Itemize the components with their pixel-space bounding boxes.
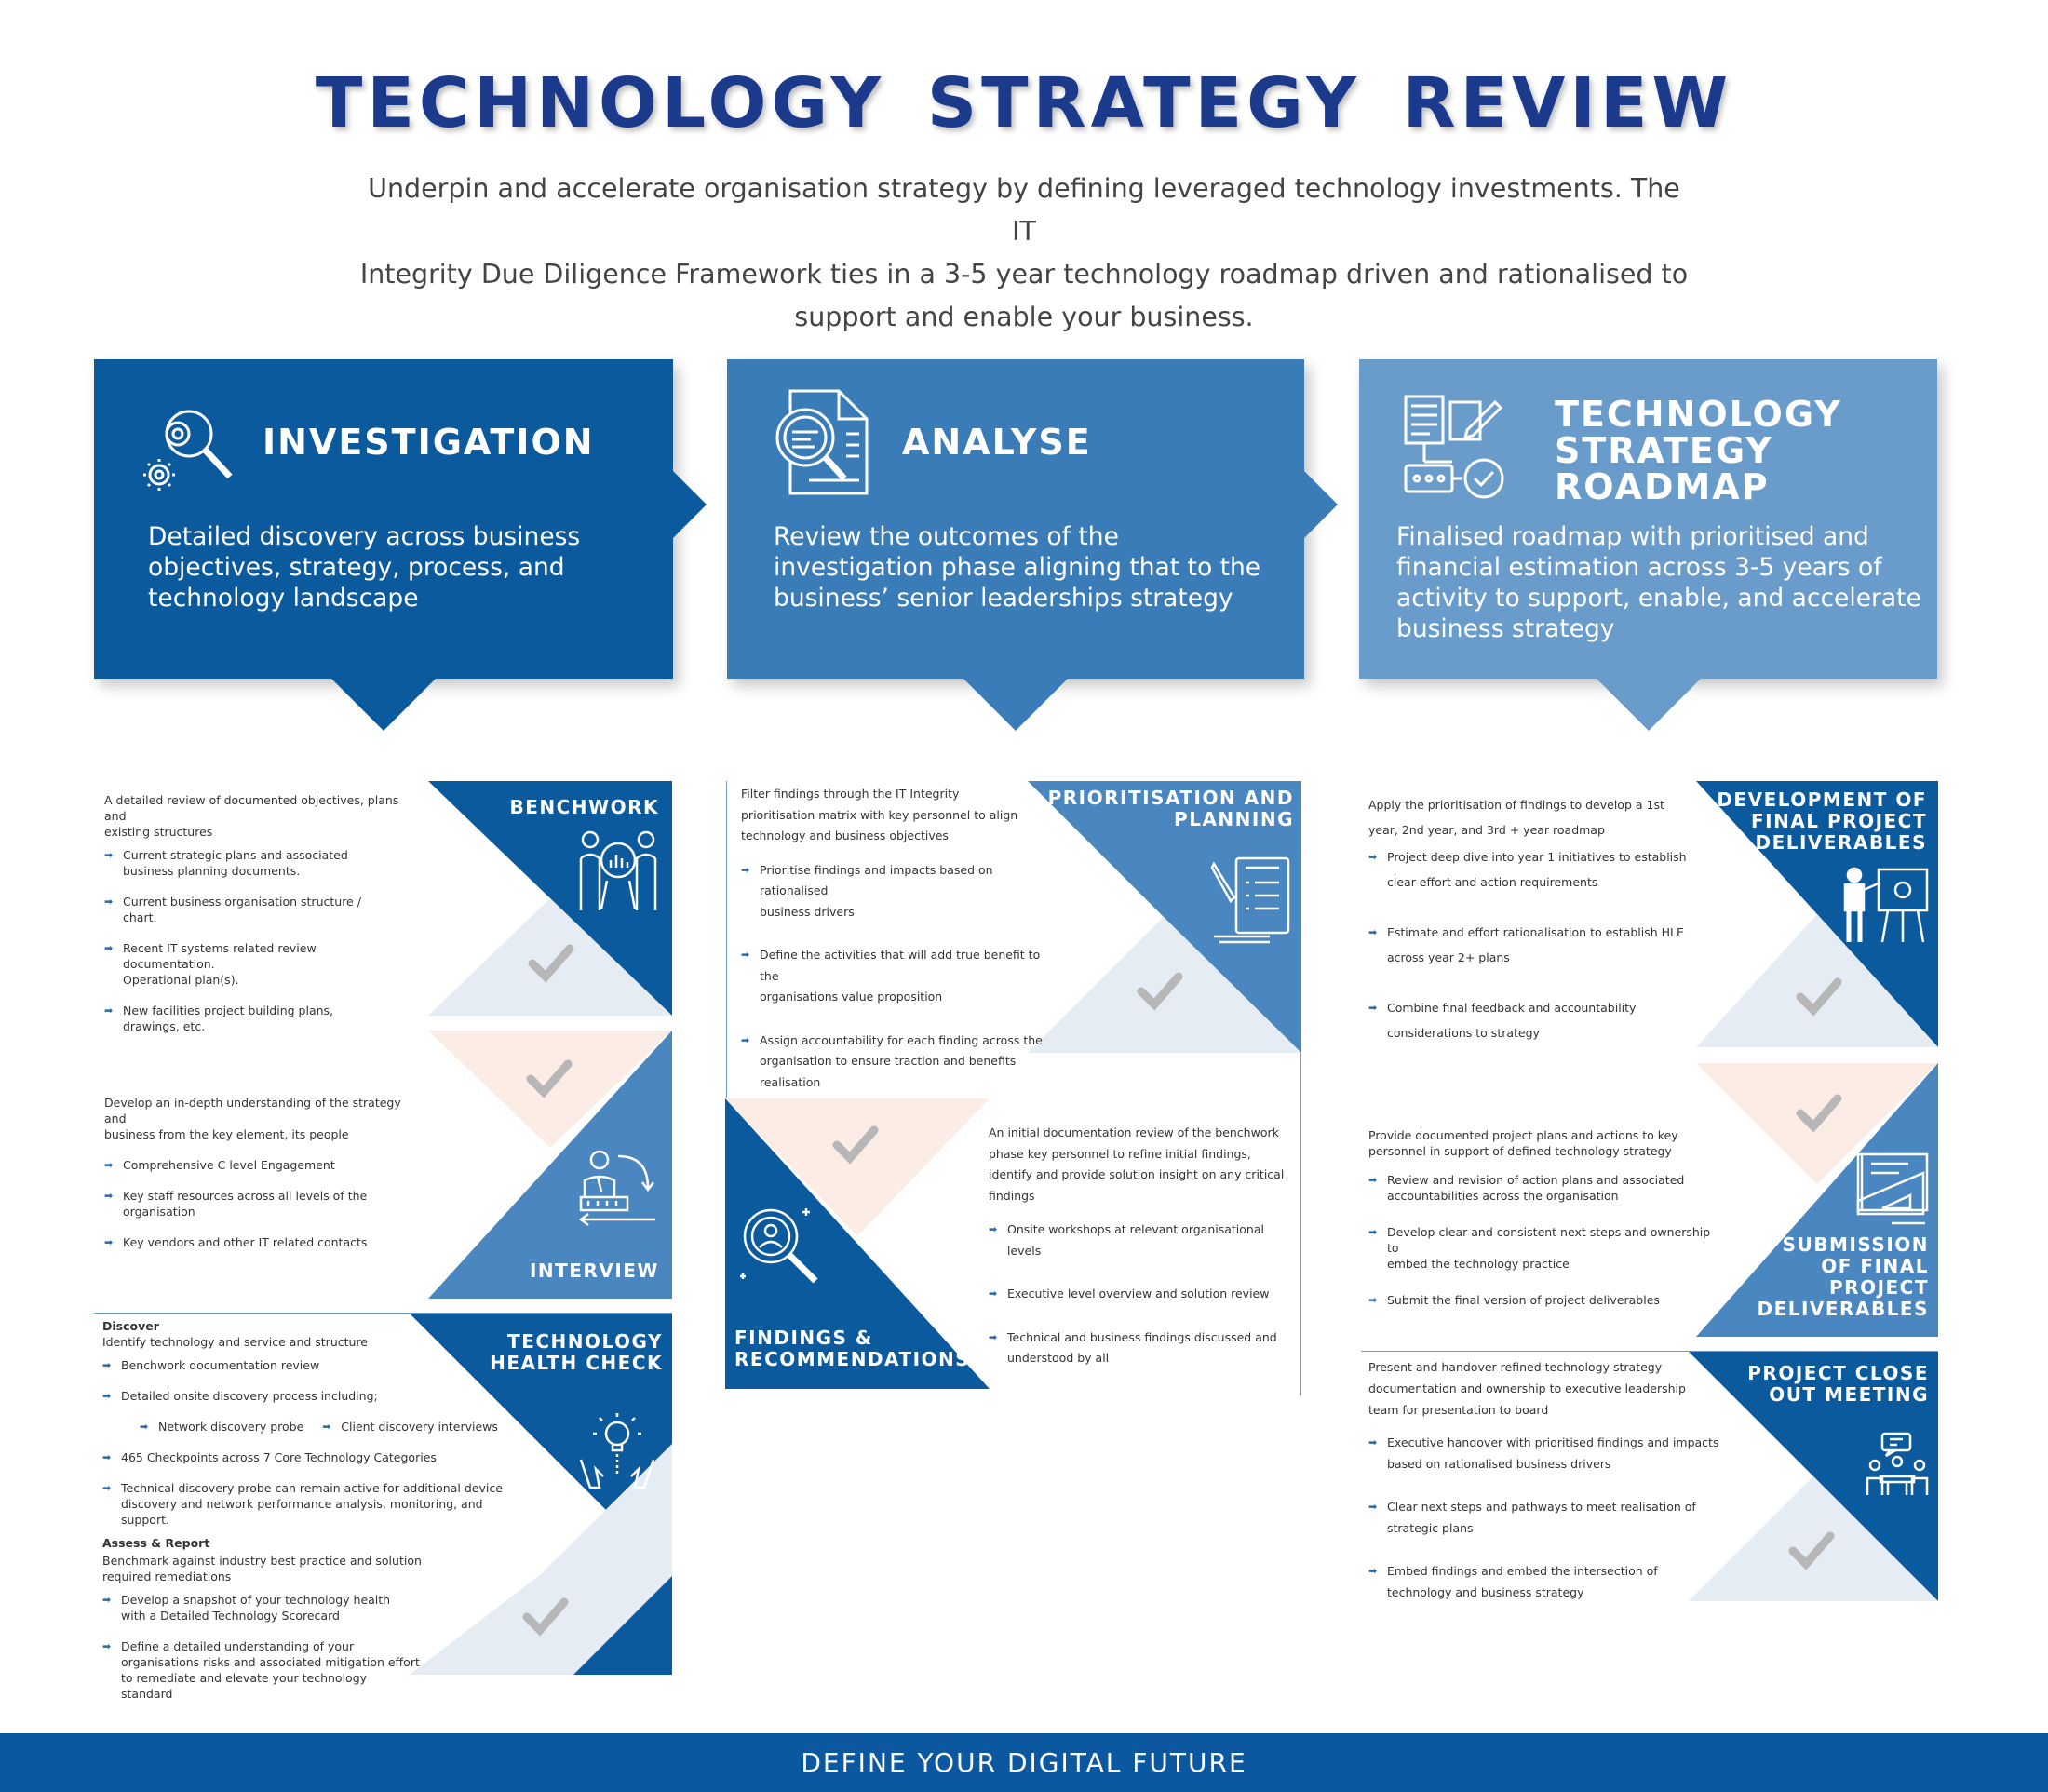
closeout-text: Present and handover refined technology … xyxy=(1368,1356,1722,1603)
closeout-title: PROJECT CLOSE OUT MEETING xyxy=(1747,1362,1929,1406)
development-title: DEVELOPMENT OF FINAL PROJECT DELIVERABLES xyxy=(1717,788,1927,854)
list-item: Technical discovery probe can remain act… xyxy=(102,1480,503,1528)
list-item: Project deep dive into year 1 initiative… xyxy=(1368,844,1722,895)
lightbulb-hands-icon xyxy=(579,1413,655,1489)
list-item: Key vendors and other IT related contact… xyxy=(104,1234,421,1250)
card-title: TECHNOLOGY STRATEGY ROADMAP xyxy=(1555,394,1842,507)
card-title: ANALYSE xyxy=(902,422,1092,463)
prioritisation-panel xyxy=(1028,781,1301,1053)
health-title: TECHNOLOGY HEALTH CHECK xyxy=(490,1330,663,1374)
checklist-pen-icon xyxy=(1210,856,1290,944)
team-chart-icon xyxy=(579,830,657,910)
intro-text: Underpin and accelerate organisation str… xyxy=(354,168,1694,339)
list-item: Define a detailed understanding of youro… xyxy=(102,1638,503,1702)
submission-panel xyxy=(1696,1063,1938,1337)
footer-banner: DEFINE YOUR DIGITAL FUTURE xyxy=(0,1733,2048,1792)
interview-text: Develop an in-depth understanding of the… xyxy=(104,1095,421,1250)
list-item: Detailed onsite discovery process includ… xyxy=(102,1388,503,1404)
divider xyxy=(1361,1351,1938,1352)
list-item: Current business organisation structure … xyxy=(104,894,421,925)
divider xyxy=(726,781,727,1098)
closeout-panel xyxy=(1689,1352,1938,1601)
prioritisation-text: Filter findings through the IT Integrity… xyxy=(741,784,1058,1093)
meeting-table-icon xyxy=(1866,1432,1929,1495)
interview-title: INTERVIEW xyxy=(529,1260,659,1282)
list-item: Executive level overview and solution re… xyxy=(989,1284,1287,1305)
list-item: Benchwork documentation review xyxy=(102,1357,503,1373)
list-item: Combine final feedback and accountabilit… xyxy=(1368,995,1722,1045)
presenter-board-icon xyxy=(1843,867,1929,943)
list-item: Embed findings and embed the intersectio… xyxy=(1368,1560,1722,1603)
list-item: Develop a snapshot of your technology he… xyxy=(102,1592,503,1624)
list-item: Estimate and effort rationalisation to e… xyxy=(1368,920,1722,970)
list-item: Client discovery interviews xyxy=(322,1419,498,1435)
list-item: Current strategic plans and associatedbu… xyxy=(104,847,421,879)
list-item: Define the activities that will add true… xyxy=(741,945,1058,1008)
list-item: Prioritise findings and impacts based on… xyxy=(741,860,1058,923)
health-panel xyxy=(410,1314,672,1675)
list-item: Onsite workshops at relevant organisatio… xyxy=(989,1219,1287,1261)
list-item: Review and revision of action plans and … xyxy=(1368,1172,1722,1204)
roadmap-documents-icon xyxy=(1404,395,1504,499)
intro-line: support and enable your business. xyxy=(794,302,1254,332)
benchwork-text: A detailed review of documented objectiv… xyxy=(104,792,421,1034)
list-item: Develop clear and consistent next steps … xyxy=(1368,1224,1722,1272)
list-item: Network discovery probe xyxy=(140,1419,303,1435)
card-title: INVESTIGATION xyxy=(263,422,595,463)
list-item: Comprehensive C level Engagement xyxy=(104,1157,421,1173)
list-item: New facilities project building plans,dr… xyxy=(104,1003,421,1034)
benchwork-panel xyxy=(428,781,672,1016)
page-title: TECHNOLOGY STRATEGY REVIEW xyxy=(315,63,1733,143)
card-investigation: INVESTIGATION Detailed discovery across … xyxy=(94,359,707,731)
list-item: Assign accountability for each finding a… xyxy=(741,1031,1058,1094)
list-item: 465 Checkpoints across 7 Core Technology… xyxy=(102,1449,503,1465)
person-magnifier-icon xyxy=(740,1208,818,1284)
findings-panel xyxy=(725,1098,990,1389)
blueprint-ruler-icon xyxy=(1856,1152,1929,1225)
interview-person-icon xyxy=(578,1150,655,1226)
findings-title: FINDINGS & RECOMMENDATIONS xyxy=(734,1327,971,1370)
document-magnifier-icon xyxy=(775,389,869,495)
health-text: Discover Identify technology and service… xyxy=(102,1318,503,1702)
development-text: Apply the prioritisation of findings to … xyxy=(1368,792,1722,1045)
intro-line: Integrity Due Diligence Framework ties i… xyxy=(359,259,1689,290)
list-item: Executive handover with prioritised find… xyxy=(1368,1432,1722,1475)
card-text: Review the outcomes of the investigation … xyxy=(774,522,1261,613)
card-analyse: ANALYSE Review the outcomes of the invest… xyxy=(727,359,1338,731)
divider xyxy=(1300,781,1301,1395)
divider xyxy=(94,1313,672,1314)
list-item: Clear next steps and pathways to meet re… xyxy=(1368,1496,1722,1539)
intro-line: Underpin and accelerate organisation str… xyxy=(368,173,1680,247)
gears-magnifier-icon xyxy=(143,410,233,491)
list-item: Submit the final version of project deli… xyxy=(1368,1292,1722,1308)
list-item: Recent IT systems related reviewdocument… xyxy=(104,940,421,988)
prioritisation-title: PRIORITISATION AND PLANNING xyxy=(1047,787,1294,830)
list-item: Key staff resources across all levels of… xyxy=(104,1188,421,1219)
list-item: Technical and business findings discusse… xyxy=(989,1327,1287,1369)
findings-text: An initial documentation review of the b… xyxy=(989,1123,1287,1369)
development-panel xyxy=(1696,781,1938,1047)
submission-text: Provide documented project plans and act… xyxy=(1368,1127,1722,1308)
card-text: Finalised roadmap with prioritised and fi… xyxy=(1396,522,1921,643)
submission-title: SUBMISSION OF FINAL PROJECT DELIVERABLES xyxy=(1757,1233,1929,1320)
card-text: Detailed discovery across business object… xyxy=(148,522,581,613)
card-roadmap: TECHNOLOGY STRATEGY ROADMAP Finalised road… xyxy=(1359,359,1937,731)
interview-panel xyxy=(428,1031,672,1299)
benchwork-title: BENCHWORK xyxy=(509,796,659,818)
